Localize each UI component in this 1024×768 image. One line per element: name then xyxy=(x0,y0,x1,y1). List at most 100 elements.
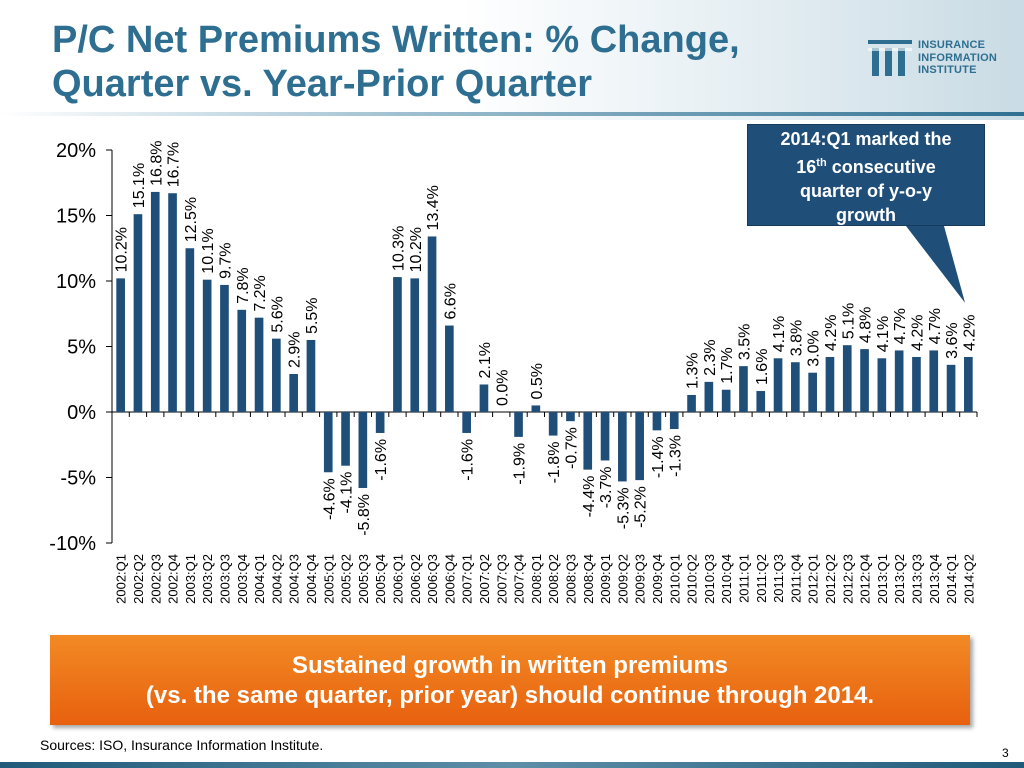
y-tick-label: 10% xyxy=(56,271,96,293)
iii-logo-wordmark: INSURANCE INFORMATION INSTITUTE xyxy=(918,39,997,77)
x-tick-label: 2003:Q3 xyxy=(217,554,232,604)
x-tick-label: 2006:Q4 xyxy=(442,554,457,604)
bar xyxy=(185,248,195,412)
conclusion-banner: Sustained growth in written premiums (vs… xyxy=(50,635,970,725)
x-tick-label: 2009:Q3 xyxy=(633,554,648,604)
bar xyxy=(410,278,420,412)
y-tick-label: 15% xyxy=(56,206,96,228)
data-label: 12.5% xyxy=(183,197,200,242)
conclusion-line-1: Sustained growth in written premiums xyxy=(291,652,729,679)
x-tick-label: 2012:Q4 xyxy=(858,554,873,604)
bar xyxy=(687,394,696,412)
bar xyxy=(860,349,869,412)
x-tick-label: 2008:Q1 xyxy=(529,554,544,604)
data-label: 13.4% xyxy=(425,185,442,230)
y-tick-label: -10% xyxy=(49,533,96,555)
data-label: 2.3% xyxy=(702,339,719,375)
bar xyxy=(825,356,835,412)
data-label: 15.1% xyxy=(131,163,148,208)
data-label: -1.6% xyxy=(460,439,477,481)
x-tick-label: 2009:Q2 xyxy=(615,554,630,604)
data-label: 10.1% xyxy=(200,228,217,273)
bar xyxy=(704,381,714,412)
bar xyxy=(877,358,887,412)
x-tick-label: 2010:Q2 xyxy=(685,554,700,604)
x-tick-label: 2003:Q2 xyxy=(200,554,215,604)
iii-logo-mark-icon xyxy=(868,40,912,76)
x-tick-label: 2014:Q1 xyxy=(944,554,959,604)
x-tick-label: 2008:Q4 xyxy=(581,554,596,604)
data-label: 0.5% xyxy=(529,363,546,399)
x-tick-label: 2004:Q1 xyxy=(252,554,267,604)
bar xyxy=(618,412,627,482)
callout-box: 2014:Q1 marked the 16th consecutive quar… xyxy=(747,124,985,226)
data-label: 4.7% xyxy=(892,308,909,344)
bar xyxy=(341,412,350,466)
x-tick-label: 2010:Q1 xyxy=(667,554,682,604)
data-label: 3.6% xyxy=(944,322,961,358)
bar xyxy=(791,362,800,412)
callout-line-2: 16th consecutive xyxy=(796,157,936,177)
bar xyxy=(531,405,541,412)
data-label: -5.8% xyxy=(356,494,373,536)
x-tick-label: 2002:Q4 xyxy=(166,554,181,604)
bar xyxy=(150,191,160,412)
sources-note: Sources: ISO, Insurance Information Inst… xyxy=(40,737,324,753)
bar xyxy=(894,350,904,412)
bar xyxy=(635,412,644,481)
bar xyxy=(116,278,125,412)
data-label: -1.9% xyxy=(512,443,529,485)
x-tick-label: 2007:Q2 xyxy=(477,554,492,604)
x-tick-label: 2014:Q2 xyxy=(961,554,976,604)
bar xyxy=(600,412,610,461)
x-tick-label: 2006:Q1 xyxy=(390,554,405,604)
x-tick-label: 2012:Q3 xyxy=(840,554,855,604)
x-tick-label: 2011:Q2 xyxy=(754,554,769,603)
bar xyxy=(133,214,143,412)
bar xyxy=(773,358,783,412)
data-label: 0.0% xyxy=(494,370,511,406)
page-title: P/C Net Premiums Written: % Change, Quar… xyxy=(52,18,842,106)
data-label: -4.1% xyxy=(339,472,356,514)
bar xyxy=(721,389,731,412)
header-background xyxy=(0,0,1024,120)
bar xyxy=(375,412,385,433)
y-tick-label: 20% xyxy=(56,140,96,162)
data-label: 3.8% xyxy=(788,320,805,356)
data-label: 10.2% xyxy=(408,227,425,272)
x-tick-label: 2002:Q2 xyxy=(131,554,146,604)
data-label: 4.1% xyxy=(771,316,788,352)
bar xyxy=(168,193,177,412)
bar xyxy=(669,412,679,430)
x-tick-label: 2011:Q1 xyxy=(736,554,751,603)
bar xyxy=(254,317,264,412)
data-label: -5.3% xyxy=(615,487,632,529)
data-label: -4.6% xyxy=(321,478,338,520)
x-tick-label: 2013:Q2 xyxy=(892,554,907,604)
x-tick-label: 2009:Q1 xyxy=(598,554,613,604)
x-tick-label: 2002:Q3 xyxy=(148,554,163,604)
bar xyxy=(929,350,939,412)
x-tick-label: 2003:Q1 xyxy=(183,554,198,604)
bar xyxy=(237,309,247,412)
bar xyxy=(756,391,766,412)
x-tick-label: 2013:Q1 xyxy=(875,554,890,604)
x-tick-label: 2007:Q1 xyxy=(460,554,475,604)
bar xyxy=(912,356,921,412)
logo-line-1: INSURANCE xyxy=(918,39,986,51)
x-tick-label: 2004:Q2 xyxy=(269,554,284,604)
logo-line-2: INFORMATION xyxy=(918,51,997,64)
x-tick-label: 2013:Q4 xyxy=(927,554,942,604)
x-tick-label: 2010:Q3 xyxy=(702,554,717,604)
data-label: -5.2% xyxy=(633,486,650,528)
y-tick-label: 5% xyxy=(67,337,96,359)
data-label: 5.6% xyxy=(269,296,286,332)
bar xyxy=(548,412,558,436)
data-label: 10.2% xyxy=(114,227,131,272)
x-tick-label: 2007:Q4 xyxy=(512,554,527,604)
logo-line-3: INSTITUTE xyxy=(918,64,977,76)
bar xyxy=(445,325,454,412)
data-label: 3.0% xyxy=(806,330,823,366)
data-label: -1.8% xyxy=(546,442,563,484)
data-label: -4.4% xyxy=(581,476,598,518)
